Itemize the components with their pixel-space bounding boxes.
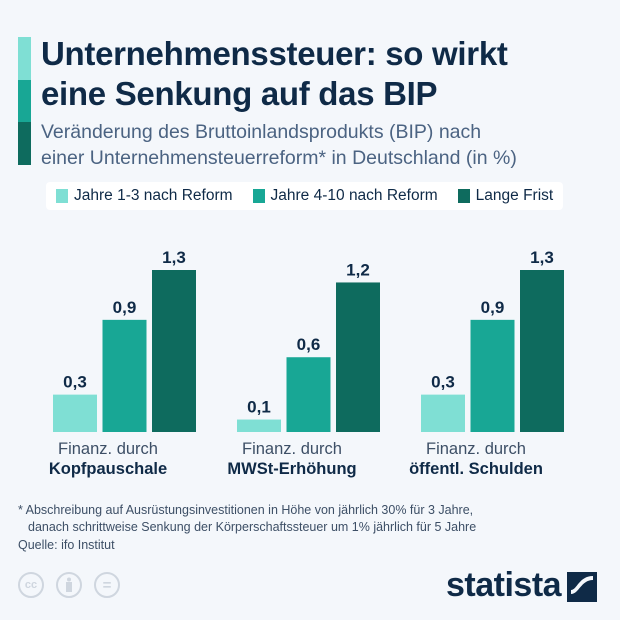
category-label: Finanz. durch xyxy=(58,440,158,458)
data-label: 1,2 xyxy=(346,260,370,279)
category-label: Finanz. durch xyxy=(242,440,342,458)
legend-label: Jahre 1-3 nach Reform xyxy=(74,187,233,204)
bar xyxy=(152,270,196,432)
cc-icon[interactable]: cc xyxy=(18,572,44,598)
legend: Jahre 1-3 nach Reform Jahre 4-10 nach Re… xyxy=(46,182,564,210)
legend-swatch xyxy=(457,189,470,203)
no-derivatives-label: = xyxy=(102,576,112,594)
category-label: MWSt-Erhöhung xyxy=(227,460,356,478)
cc-icon-label: cc xyxy=(24,579,38,591)
footnote: * Abschreibung auf Ausrüstungsinvestitio… xyxy=(18,502,476,536)
data-label: 0,1 xyxy=(247,398,271,417)
statista-logo-icon xyxy=(567,572,597,602)
data-label: 0,9 xyxy=(113,298,137,317)
data-label: 0,3 xyxy=(431,373,455,392)
legend-swatch xyxy=(56,189,68,203)
bar xyxy=(237,419,281,432)
no-derivatives-icon[interactable]: = xyxy=(94,572,120,598)
category-label: Finanz. durch xyxy=(426,440,526,458)
legend-item: Jahre 1-3 nach Reform xyxy=(56,187,233,205)
legend-label: Lange Frist xyxy=(475,187,554,204)
statista-logo[interactable]: statista xyxy=(446,566,562,604)
attribution-icon[interactable] xyxy=(56,572,82,598)
category-label: öffentl. Schulden xyxy=(409,460,543,478)
subtitle-line-2: einer Unternehmensteuerreform* in Deutsc… xyxy=(41,147,517,169)
bar-chart: 0,3 0,9 1,3 Finanz. durch Kopfpauschale 0,1 0,… xyxy=(49,248,564,478)
bar xyxy=(102,319,147,432)
bar xyxy=(53,394,97,432)
bar xyxy=(520,270,564,432)
accent-bar-dark xyxy=(18,122,31,165)
legend-label: Jahre 4-10 nach Reform xyxy=(270,187,438,204)
footnote-line-2: danach schrittweise Senkung der Körpersc… xyxy=(28,520,477,534)
legend-item: Jahre 4-10 nach Reform xyxy=(252,187,438,205)
legend-item: Lange Frist xyxy=(457,187,554,205)
footnote-line-1: * Abschreibung auf Ausrüstungsinvestitio… xyxy=(18,503,474,517)
accent-bar-mid xyxy=(18,80,31,122)
title-line-1: Unternehmenssteuer: so wirkt xyxy=(41,35,508,72)
data-label: 0,3 xyxy=(63,373,87,392)
data-label: 1,3 xyxy=(162,248,186,267)
data-label: 0,9 xyxy=(481,298,505,317)
category-label: Kopfpauschale xyxy=(49,460,167,478)
bar xyxy=(336,282,380,432)
legend-swatch xyxy=(252,189,265,203)
title-line-2: eine Senkung auf das BIP xyxy=(41,75,438,112)
bar xyxy=(421,394,465,432)
chart-subtitle: Veränderung des Bruttoinlandsprodukts (B… xyxy=(41,119,517,171)
bar xyxy=(470,319,515,432)
chart-title: Unternehmenssteuer: so wirkt eine Senkung… xyxy=(41,34,508,114)
accent-bar-light xyxy=(18,37,31,80)
source: Quelle: ifo Institut xyxy=(18,538,115,552)
data-label: 0,6 xyxy=(297,335,321,354)
subtitle-line-1: Veränderung des Bruttoinlandsprodukts (B… xyxy=(41,121,482,143)
data-label: 1,3 xyxy=(530,248,554,267)
bar xyxy=(286,357,331,432)
